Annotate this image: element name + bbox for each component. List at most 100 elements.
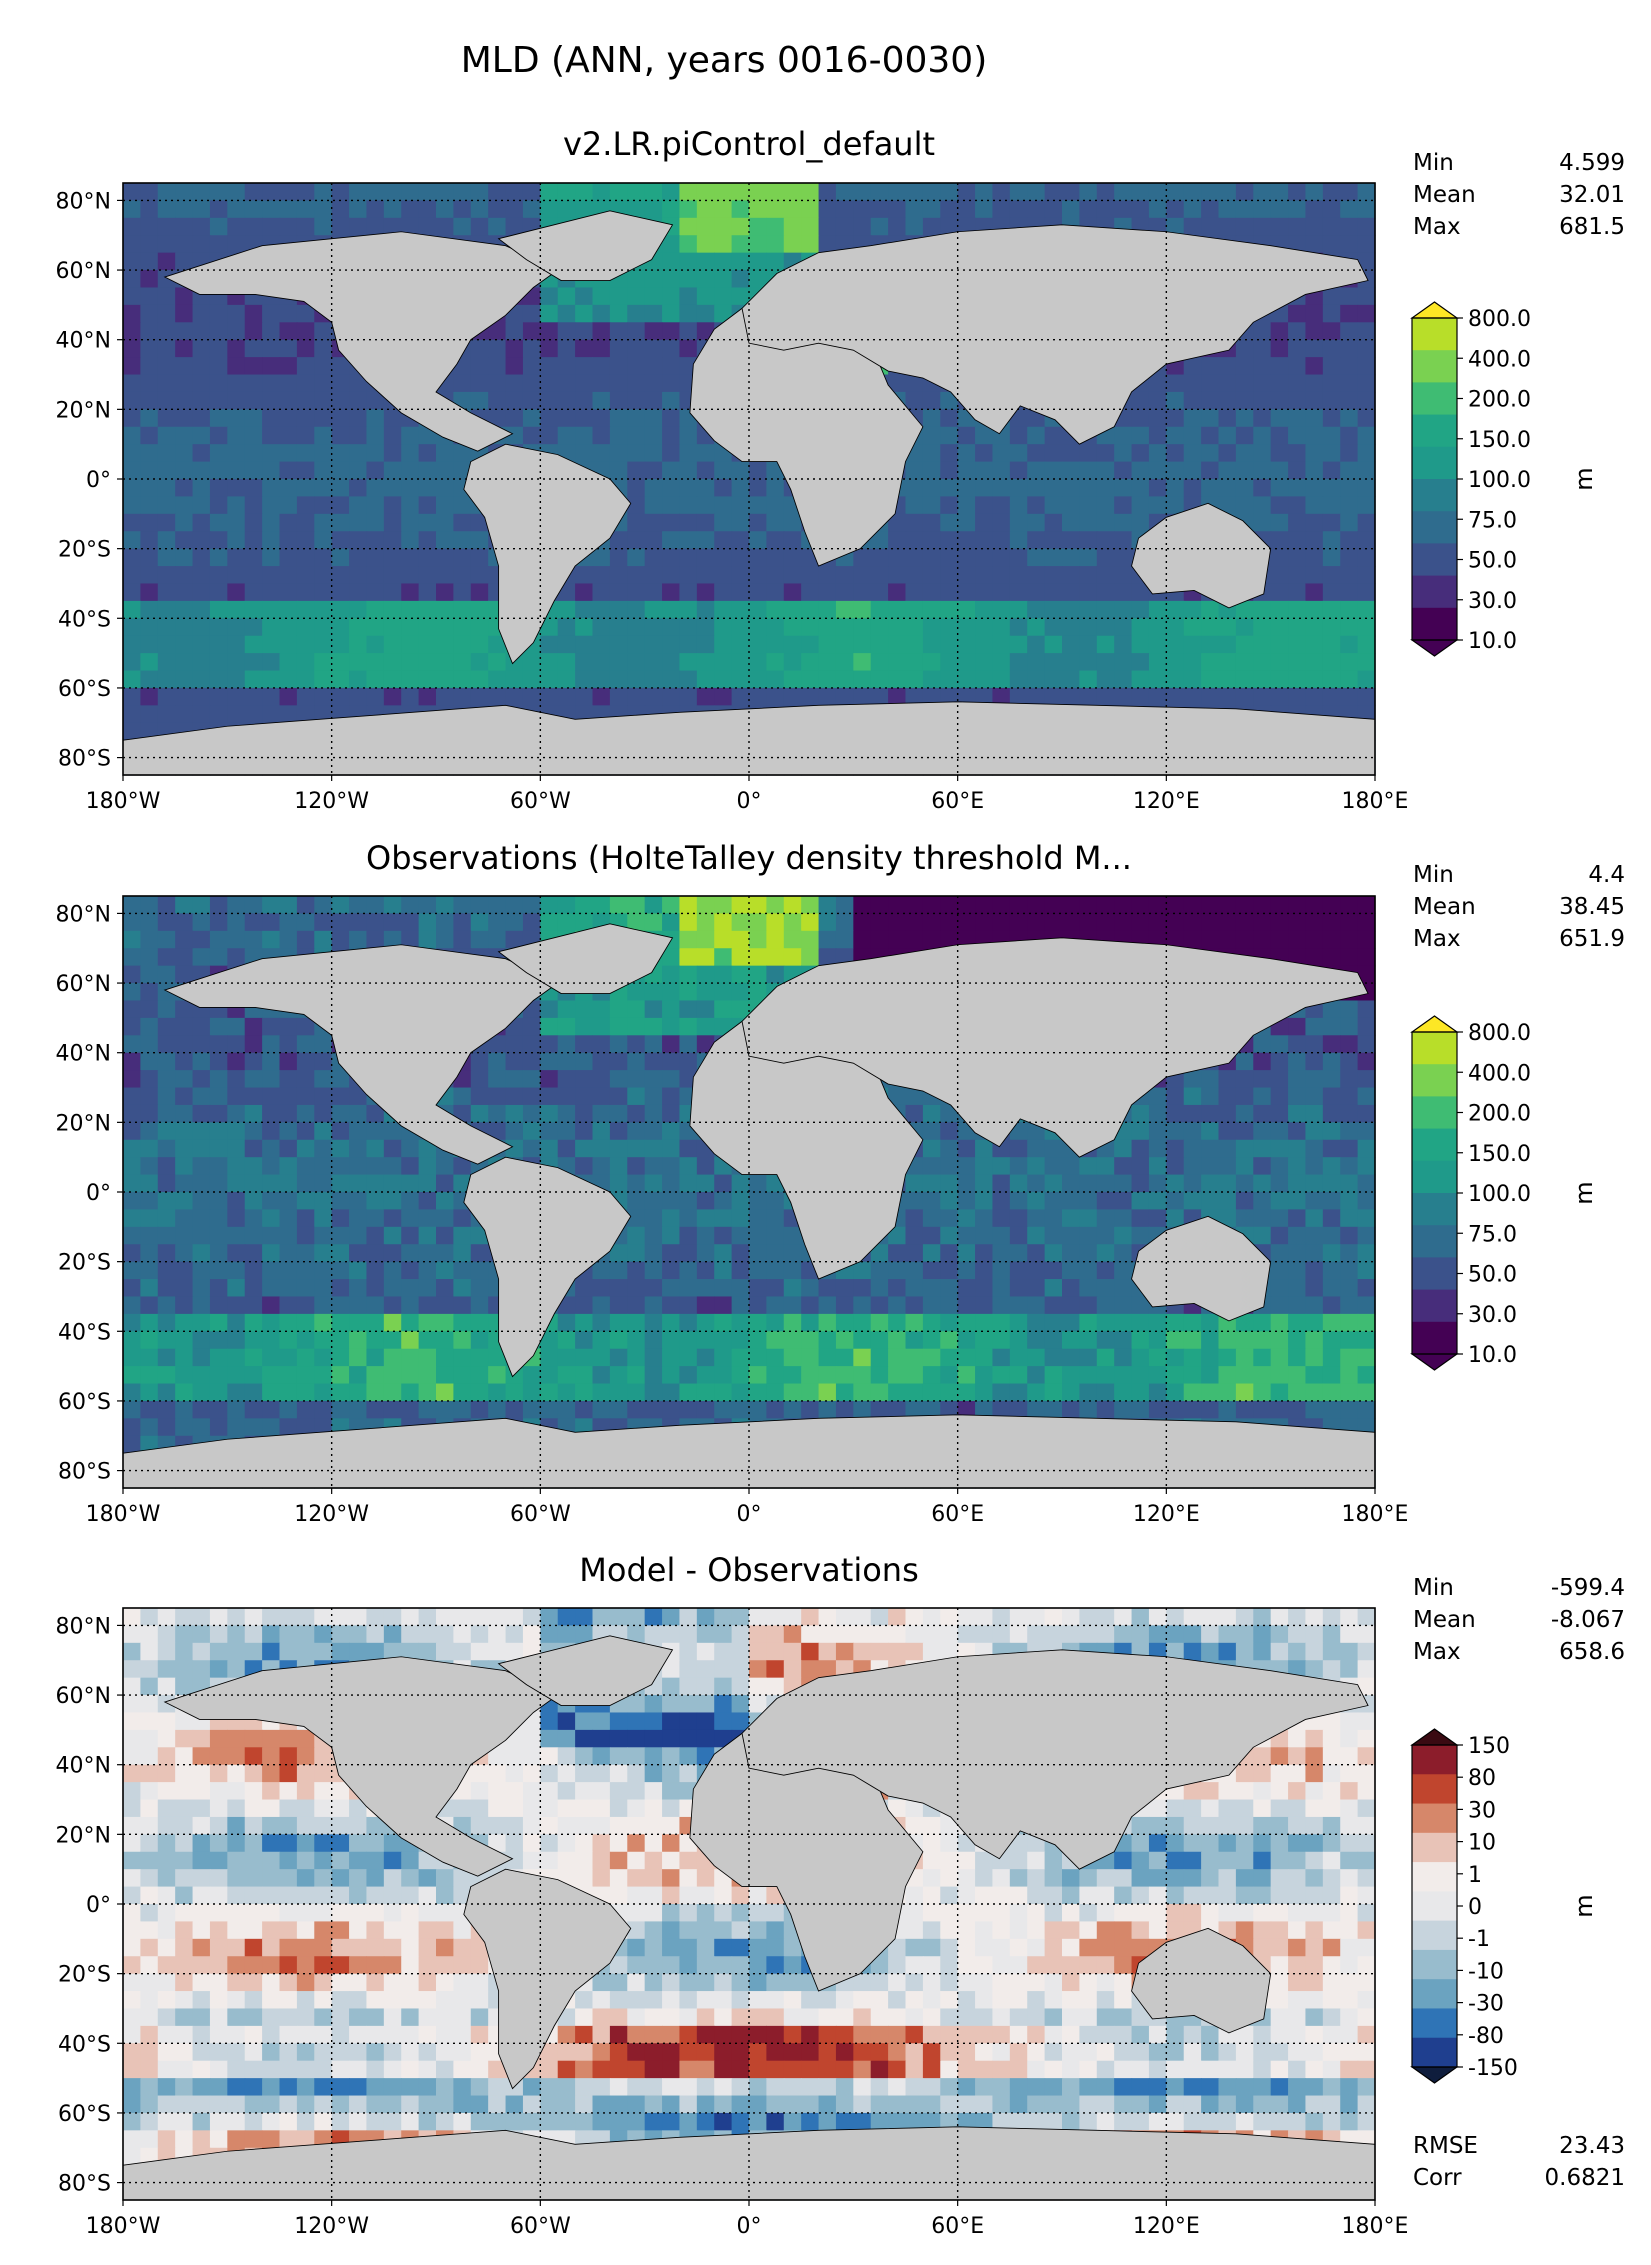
field-cell xyxy=(540,1122,559,1141)
field-cell xyxy=(835,1296,854,1315)
field-cell xyxy=(1183,374,1202,393)
field-cell xyxy=(627,1087,646,1106)
field-cell xyxy=(157,304,176,323)
field-cell xyxy=(123,600,141,619)
field-cell xyxy=(592,635,611,654)
field-cell xyxy=(157,235,176,254)
field-cell xyxy=(140,217,159,236)
field-cell xyxy=(957,200,976,219)
field-cell xyxy=(1270,1035,1289,1054)
field-cell xyxy=(1288,635,1307,654)
field-cell xyxy=(140,635,159,654)
field-cell xyxy=(731,1192,750,1211)
field-cell xyxy=(783,1261,802,1280)
field-cell xyxy=(1357,1209,1376,1228)
field-cell xyxy=(1357,496,1376,515)
field-cell xyxy=(1114,548,1133,567)
field-cell xyxy=(436,1366,454,1385)
field-cell xyxy=(1270,513,1289,532)
field-cell xyxy=(314,391,333,410)
field-cell xyxy=(1096,583,1115,602)
field-cell xyxy=(835,1383,854,1402)
field-cell xyxy=(470,357,489,376)
field-cell xyxy=(366,461,385,480)
field-cell xyxy=(992,1331,1011,1350)
field-cell xyxy=(1114,513,1133,532)
field-cell xyxy=(1166,409,1185,428)
field-cell xyxy=(366,1104,385,1123)
field-cell xyxy=(1340,1035,1359,1054)
field-cell xyxy=(1166,635,1185,654)
field-cell xyxy=(1305,496,1324,515)
stat-value: 32.01 xyxy=(1559,182,1625,208)
field-cell xyxy=(1218,374,1237,393)
field-cell xyxy=(401,653,420,672)
field-cell xyxy=(296,1139,315,1158)
field-cell xyxy=(1218,1157,1237,1176)
field-cell xyxy=(801,1313,820,1332)
field-cell xyxy=(366,618,385,637)
field-cell xyxy=(123,1435,141,1454)
field-cell xyxy=(1148,1348,1167,1367)
field-cell xyxy=(905,1366,924,1385)
field-cell xyxy=(905,618,924,637)
field-cell xyxy=(1114,1174,1133,1193)
field-cell xyxy=(331,618,350,637)
field-cell xyxy=(227,896,246,915)
field-cell xyxy=(383,1226,402,1245)
field-cell xyxy=(436,1331,454,1350)
field-cell xyxy=(853,653,872,672)
field-cell xyxy=(1322,235,1341,254)
field-cell xyxy=(505,1052,524,1071)
field-cell xyxy=(1062,618,1080,637)
field-cell xyxy=(1357,566,1376,585)
field-cell xyxy=(1148,913,1167,932)
field-cell xyxy=(1096,1383,1115,1402)
field-cell xyxy=(609,1174,628,1193)
field-cell xyxy=(488,409,507,428)
field-cell xyxy=(209,461,228,480)
field-cell xyxy=(123,1139,141,1158)
field-cell xyxy=(557,1000,576,1019)
field-cell xyxy=(644,635,663,654)
field-cell xyxy=(488,1087,507,1106)
field-cell xyxy=(140,1418,159,1437)
stat-value: 681.5 xyxy=(1559,214,1625,240)
field-cell xyxy=(140,461,159,480)
field-cell xyxy=(592,1366,611,1385)
field-cell xyxy=(522,1104,541,1123)
field-cell xyxy=(783,548,802,567)
field-cell xyxy=(175,531,194,550)
field-cell xyxy=(383,1348,402,1367)
field-cell xyxy=(453,1174,472,1193)
field-cell xyxy=(575,670,594,689)
field-cell xyxy=(331,1087,350,1106)
field-cell xyxy=(853,1331,872,1350)
field-cell xyxy=(1062,1383,1080,1402)
field-cell xyxy=(1288,496,1307,515)
field-cell xyxy=(662,252,681,271)
field-cell xyxy=(436,513,454,532)
field-cell xyxy=(696,1366,715,1385)
field-cell xyxy=(540,670,559,689)
field-cell xyxy=(1114,200,1133,219)
field-cell xyxy=(244,409,263,428)
field-cell xyxy=(436,548,454,567)
field-cell xyxy=(696,1296,715,1315)
field-cell xyxy=(227,304,246,323)
field-cell xyxy=(1009,426,1028,445)
field-cell xyxy=(714,653,733,672)
field-cell xyxy=(331,1400,350,1419)
colorbar-segment xyxy=(1412,1321,1457,1355)
field-cell xyxy=(262,426,281,445)
y-tick-label: 20°N xyxy=(56,1111,111,1136)
field-cell xyxy=(1166,374,1185,393)
field-cell xyxy=(1322,322,1341,341)
field-cell xyxy=(540,913,559,932)
field-cell xyxy=(922,896,941,915)
field-cell xyxy=(835,670,854,689)
field-cell xyxy=(296,391,315,410)
field-cell xyxy=(592,1348,611,1367)
field-cell xyxy=(262,531,281,550)
field-cell xyxy=(922,1157,941,1176)
